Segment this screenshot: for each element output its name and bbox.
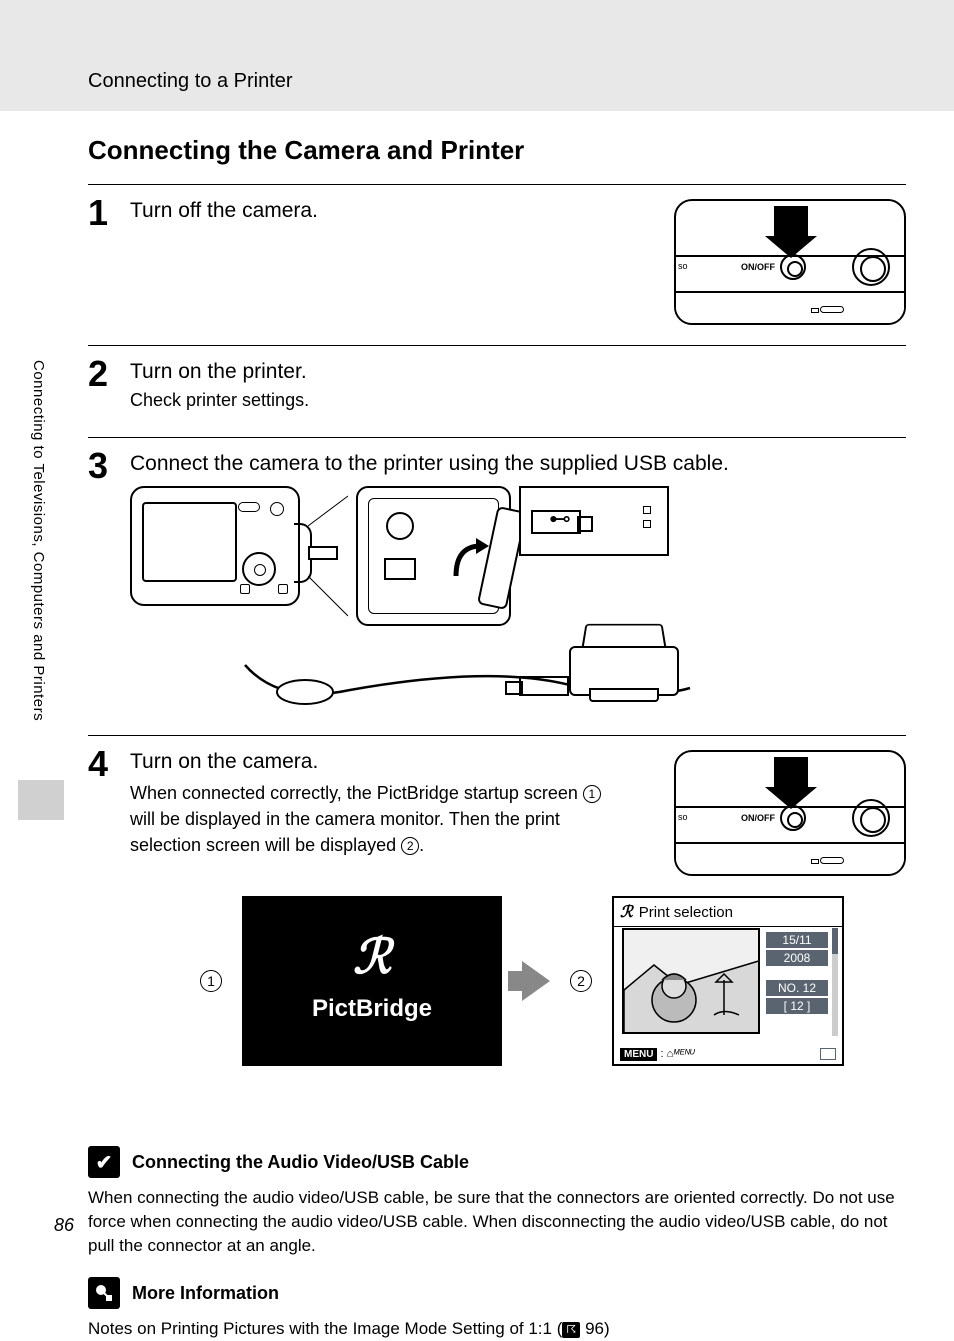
- note-body: Notes on Printing Pictures with the Imag…: [88, 1317, 906, 1341]
- step-heading: Turn on the printer.: [130, 360, 906, 384]
- step-number: 4: [88, 746, 130, 782]
- usb-plug-detail: ⊷: [519, 486, 669, 556]
- guide-lines-icon: [308, 486, 348, 626]
- note-title: Connecting the Audio Video/USB Cable: [132, 1152, 469, 1173]
- marker-1: 1: [200, 970, 222, 992]
- menu-icon: ⌂ᴹᴱᴺᵁ: [667, 1048, 695, 1060]
- date-line1: 15/11: [766, 932, 828, 948]
- shutter-button-icon: [852, 799, 890, 837]
- step-1: 1 Turn off the camera. so ON/OFF: [88, 184, 906, 345]
- date-line2: 2008: [766, 950, 828, 966]
- side-tab-marker: [18, 780, 64, 820]
- shutter-button-icon: [852, 248, 890, 286]
- usb-symbol-icon: ⊷: [549, 506, 571, 532]
- camera-top-illustration: so ON/OFF: [674, 750, 906, 876]
- page-title: Connecting the Camera and Printer: [88, 135, 954, 166]
- arrow-down-icon: [774, 206, 817, 258]
- print-selection-screen: ℛ Print selection: [612, 896, 844, 1066]
- breadcrumb: Connecting to a Printer: [88, 70, 293, 92]
- step-2: 2 Turn on the printer. Check printer set…: [88, 345, 906, 437]
- step-number: 3: [88, 448, 130, 484]
- photo-count: [ 12 ]: [766, 998, 828, 1014]
- slot-icon: [820, 306, 844, 313]
- curve-arrow-icon: [451, 536, 491, 586]
- print-selection-title: Print selection: [639, 904, 733, 921]
- step-number: 1: [88, 195, 130, 231]
- camera-back-illustration: [130, 486, 300, 606]
- menu-label: MENU: [620, 1048, 657, 1061]
- slot-icon: [820, 857, 844, 864]
- check-icon: ✔: [88, 1146, 120, 1178]
- printer-illustration: [569, 616, 679, 696]
- cable-path-icon: [130, 660, 870, 710]
- note-cable: ✔ Connecting the Audio Video/USB Cable W…: [88, 1146, 906, 1257]
- camera-top-illustration: so ON/OFF: [674, 199, 906, 325]
- note-body: When connecting the audio video/USB cabl…: [88, 1186, 906, 1257]
- side-tab-label: Connecting to Televisions, Computers and…: [30, 360, 47, 721]
- ok-icon: [820, 1048, 836, 1060]
- step-heading: Connect the camera to the printer using …: [130, 452, 906, 476]
- iso-label: so: [678, 261, 688, 271]
- step-number: 2: [88, 356, 130, 392]
- pictbridge-small-icon: ℛ: [620, 902, 633, 922]
- note-more-info: More Information Notes on Printing Pictu…: [88, 1277, 906, 1341]
- header-band: Connecting to a Printer: [0, 0, 954, 111]
- onoff-label: ON/OFF: [741, 262, 775, 272]
- arrow-right-icon: [522, 961, 550, 1001]
- step-3: 3 Connect the camera to the printer usin…: [88, 437, 906, 735]
- photo-number: NO. 12: [766, 980, 828, 996]
- page-ref-icon: ☈: [562, 1322, 580, 1338]
- content: 1 Turn off the camera. so ON/OFF 2 Turn …: [88, 184, 906, 1086]
- step-heading: Turn on the camera.: [130, 750, 610, 774]
- pictbridge-label: PictBridge: [312, 995, 432, 1023]
- step-description: When connected correctly, the PictBridge…: [130, 780, 610, 858]
- photo-thumbnail: [622, 928, 760, 1034]
- page-number: 86: [54, 1215, 74, 1236]
- step-heading: Turn off the camera.: [130, 199, 318, 223]
- note-title: More Information: [132, 1283, 279, 1304]
- port-panel-illustration: [356, 486, 511, 626]
- photo-info: 15/11 2008 NO. 12 [ 12 ]: [766, 932, 828, 1016]
- marker-2: 2: [570, 970, 592, 992]
- scrollbar: [832, 928, 838, 1036]
- arrow-down-icon: [774, 757, 817, 809]
- step-subtext: Check printer settings.: [130, 390, 906, 411]
- info-icon: [88, 1277, 120, 1309]
- step-4: 4 Turn on the camera. When connected cor…: [88, 735, 906, 1086]
- screens-row: 1 ℛ PictBridge 2 ℛ Print selection: [200, 896, 906, 1066]
- pictbridge-logo-icon: ℛ: [353, 939, 391, 977]
- pictbridge-screen: ℛ PictBridge: [242, 896, 502, 1066]
- usb-a-plug-icon: [519, 676, 569, 696]
- onoff-label: ON/OFF: [741, 813, 775, 823]
- iso-label: so: [678, 812, 688, 822]
